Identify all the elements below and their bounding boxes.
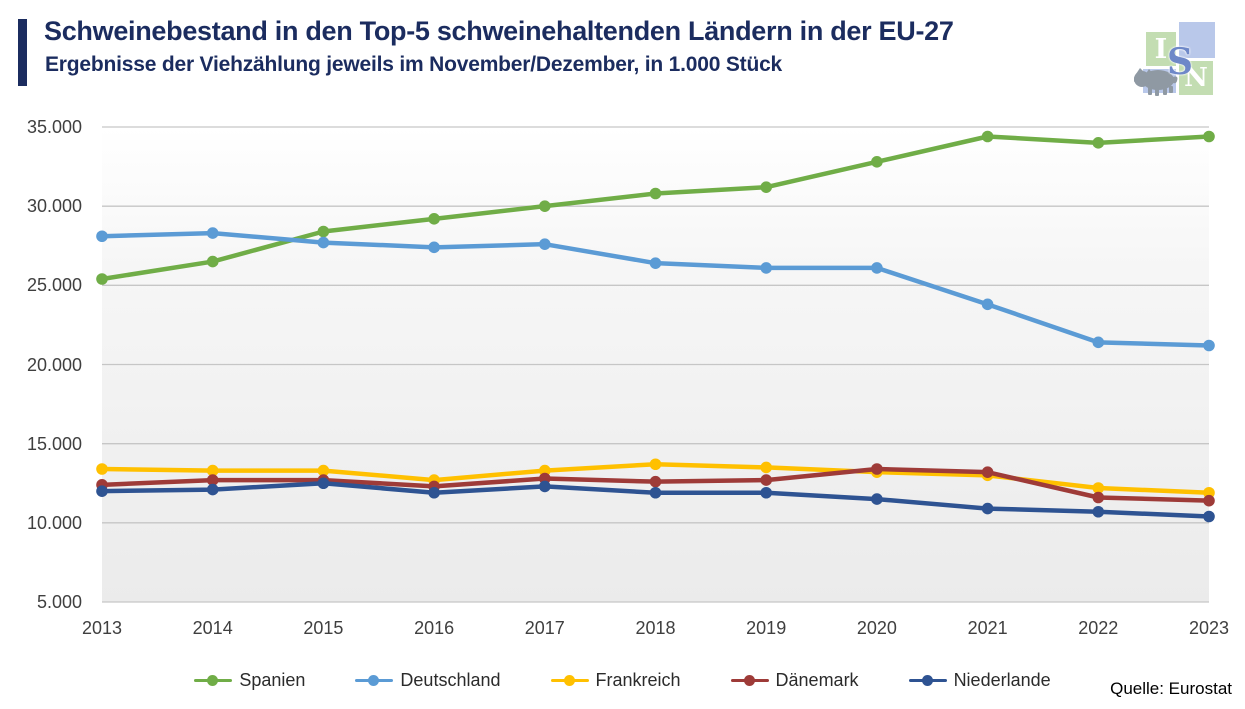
- data-point-marker: [206, 255, 219, 268]
- y-axis-tick-label: 10.000: [26, 512, 82, 533]
- data-point-marker: [760, 262, 772, 274]
- y-axis: 35.000 30.000 25.000 20.000 15.000 10.000 5.00…: [0, 117, 92, 612]
- x-axis-tick-label: 2017: [524, 618, 565, 638]
- data-point-marker: [206, 464, 219, 477]
- legend-marker-icon: [730, 674, 769, 686]
- x-axis: 2013 2014 2015 2016 2017 2018 2019 2020 2021 2022…: [82, 618, 1229, 642]
- data-point-marker: [1092, 505, 1105, 518]
- legend-label: Dänemark: [775, 669, 859, 690]
- isn-logo: I N S: [1134, 10, 1224, 96]
- line-chart: [96, 126, 1215, 603]
- data-point-marker: [760, 461, 772, 474]
- logo-square-top-right: [1179, 22, 1215, 58]
- data-point-marker: [428, 241, 440, 254]
- y-axis-tick-label: 35.000: [26, 117, 82, 137]
- x-axis-tick-label: 2014: [192, 618, 233, 638]
- data-point-marker: [428, 213, 440, 225]
- data-point-marker: [539, 200, 551, 212]
- logo-letter-s: S: [1167, 41, 1193, 83]
- data-point-marker: [96, 273, 108, 285]
- x-axis-tick-label: 2013: [81, 618, 123, 638]
- x-axis-tick-label: 2015: [303, 618, 344, 638]
- title-accent-bar: [18, 19, 27, 86]
- data-point-marker: [871, 463, 883, 475]
- page-title: Schweinebestand in den Top-5 schweinehal…: [44, 16, 954, 46]
- legend-marker-icon: [908, 674, 947, 686]
- legend-label: Frankreich: [595, 669, 681, 690]
- data-point-marker: [428, 486, 440, 499]
- logo-square-i: I: [1146, 32, 1176, 66]
- legend-marker-icon: [194, 674, 233, 686]
- data-point-marker: [1203, 494, 1215, 507]
- data-point-marker: [760, 486, 772, 499]
- data-point-marker: [1203, 510, 1215, 523]
- legend-item-spanien: Spanien: [194, 670, 305, 691]
- y-axis-tick-label: 15.000: [26, 433, 82, 454]
- data-point-marker: [96, 485, 108, 497]
- y-axis-tick-label: 5.000: [36, 592, 82, 612]
- data-point-marker: [1092, 336, 1105, 349]
- x-axis-tick-label: 2020: [856, 618, 897, 638]
- source-note: Quelle: Eurostat: [1110, 679, 1232, 698]
- legend-marker-icon: [550, 674, 589, 686]
- y-axis-tick-label: 25.000: [26, 275, 82, 296]
- data-point-marker: [1203, 339, 1215, 352]
- data-point-marker: [649, 475, 662, 488]
- data-point-marker: [206, 227, 219, 239]
- data-point-marker: [760, 181, 772, 193]
- data-point-marker: [1092, 491, 1105, 504]
- data-point-marker: [539, 480, 551, 493]
- legend-item-frankreich: Frankreich: [550, 669, 681, 691]
- y-axis-tick-label: 20.000: [26, 354, 82, 375]
- x-axis-tick-label: 2021: [967, 618, 1008, 638]
- pig-icon: [1134, 68, 1178, 96]
- data-point-marker: [96, 230, 108, 243]
- logo-square-n: N: [1179, 61, 1213, 95]
- data-point-marker: [871, 156, 883, 168]
- data-point-marker: [649, 257, 662, 269]
- data-point-marker: [871, 262, 883, 274]
- data-point-marker: [317, 477, 330, 490]
- data-point-marker: [1092, 137, 1105, 149]
- data-point-marker: [981, 298, 994, 311]
- data-point-marker: [206, 474, 219, 486]
- data-point-marker: [649, 187, 662, 200]
- data-point-marker: [981, 502, 994, 515]
- legend-item-deutschland: Deutschland: [355, 669, 501, 691]
- legend-item-niederlande: Niederlande: [908, 669, 1051, 691]
- legend-label: Spanien: [239, 669, 306, 690]
- y-axis-tick-label: 30.000: [26, 196, 82, 217]
- data-point-marker: [539, 238, 551, 250]
- data-point-marker: [317, 225, 330, 238]
- x-axis-tick-label: 2019: [746, 618, 787, 638]
- data-point-marker: [317, 464, 330, 477]
- data-point-marker: [981, 130, 994, 143]
- data-point-marker: [871, 493, 883, 505]
- data-point-marker: [1092, 482, 1105, 494]
- data-point-marker: [206, 483, 219, 496]
- chart-legend: Spanien Deutschland Frankreich Dänemark Nied…: [0, 665, 1245, 695]
- legend-label: Niederlande: [953, 669, 1051, 690]
- data-point-marker: [649, 458, 662, 471]
- legend-marker-icon: [355, 674, 394, 686]
- x-axis-tick-label: 2023: [1188, 618, 1230, 638]
- x-axis-tick-label: 2018: [635, 618, 676, 638]
- plot-area: [96, 126, 1215, 603]
- series-line-deutschland: [99, 230, 1212, 348]
- data-point-marker: [760, 474, 772, 486]
- data-point-marker: [317, 236, 330, 249]
- data-point-marker: [649, 486, 662, 499]
- legend-label: Deutschland: [400, 669, 501, 690]
- x-axis-tick-label: 2016: [414, 618, 455, 638]
- data-point-marker: [96, 463, 108, 475]
- legend-item-dänemark: Dänemark: [730, 669, 859, 691]
- x-axis-tick-label: 2022: [1078, 618, 1119, 638]
- data-point-marker: [981, 466, 994, 478]
- data-point-marker: [1203, 130, 1215, 143]
- page-subtitle: Ergebnisse der Viehzählung jeweils im No…: [45, 53, 783, 76]
